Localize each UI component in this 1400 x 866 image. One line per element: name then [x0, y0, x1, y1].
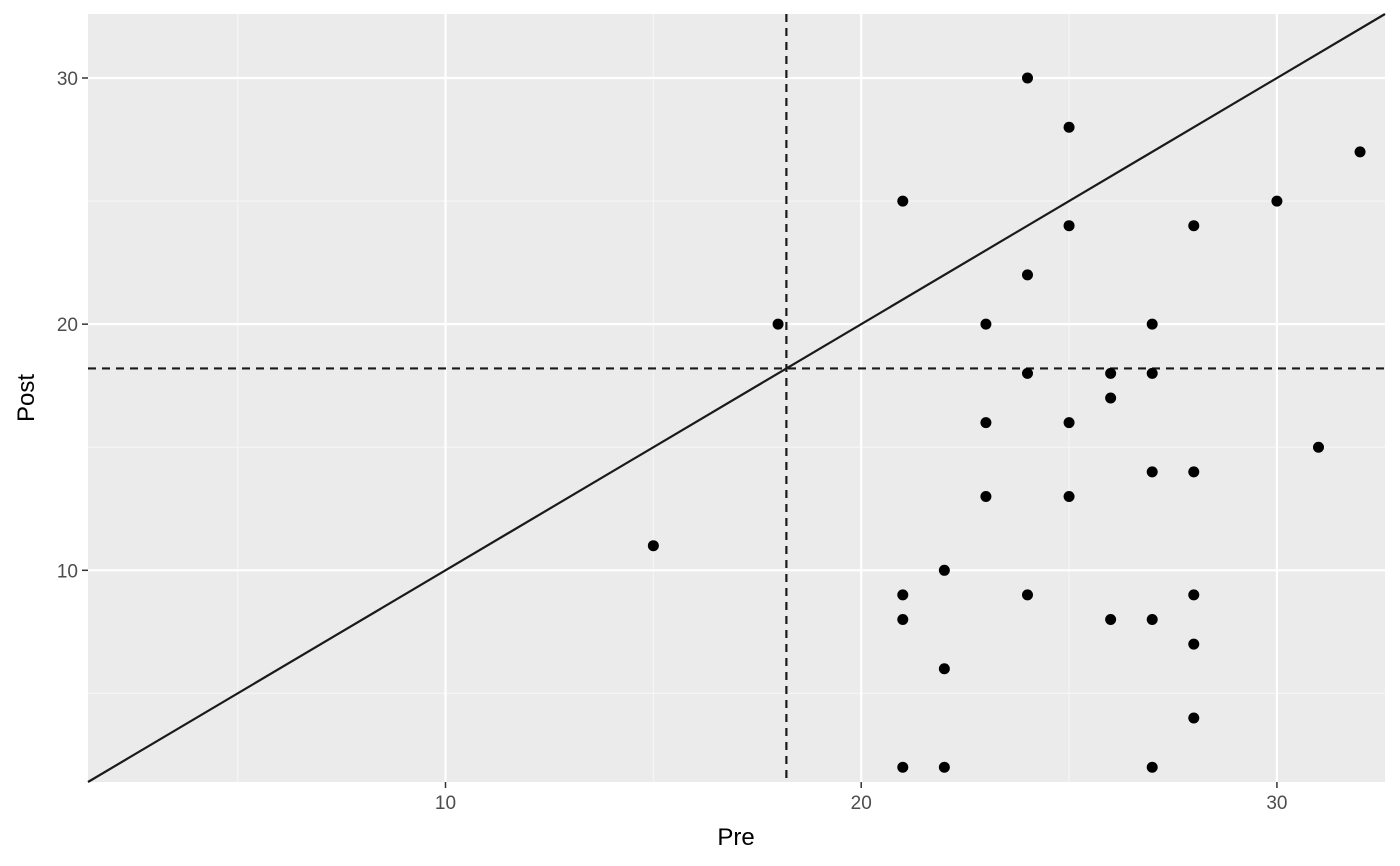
x-axis-ticks: 10 20 30 — [435, 782, 1287, 814]
data-point — [1146, 614, 1158, 626]
data-point — [980, 318, 992, 330]
data-point — [938, 564, 950, 576]
data-point — [1146, 761, 1158, 773]
data-point — [1105, 614, 1117, 626]
data-point — [938, 663, 950, 675]
data-point — [980, 490, 992, 502]
data-point — [938, 761, 950, 773]
data-point — [1188, 589, 1200, 601]
data-point — [1105, 392, 1117, 404]
data-point — [897, 761, 909, 773]
data-point — [1271, 195, 1283, 207]
y-tick-label: 30 — [57, 69, 78, 90]
data-points — [647, 72, 1366, 773]
x-tick-label: 20 — [851, 793, 872, 814]
data-point — [772, 318, 784, 330]
data-point — [1063, 490, 1075, 502]
identity-line — [87, 13, 1386, 783]
grid-major-lines — [88, 14, 1385, 782]
data-point — [1146, 466, 1158, 478]
data-point — [897, 589, 909, 601]
x-axis-title: Pre — [717, 824, 754, 851]
y-tick-label: 20 — [57, 315, 78, 336]
y-tick-label: 10 — [57, 561, 78, 582]
y-axis-title: Post — [13, 374, 40, 422]
data-point — [1354, 146, 1366, 158]
data-point — [897, 614, 909, 626]
data-point — [1188, 638, 1200, 650]
data-point — [980, 417, 992, 429]
data-point — [1146, 367, 1158, 379]
data-point — [647, 540, 659, 552]
data-point — [1105, 367, 1117, 379]
data-point — [1063, 220, 1075, 232]
x-tick-label: 10 — [435, 793, 456, 814]
data-point — [1188, 466, 1200, 478]
reference-lines — [87, 13, 1386, 783]
data-point — [1188, 220, 1200, 232]
data-point — [1312, 441, 1324, 453]
data-point — [1021, 367, 1033, 379]
data-point — [1063, 417, 1075, 429]
data-point — [1146, 318, 1158, 330]
data-point — [897, 195, 909, 207]
data-point — [1021, 269, 1033, 281]
data-point — [1188, 712, 1200, 724]
y-axis-ticks: 10 20 30 — [57, 69, 88, 582]
x-tick-label: 30 — [1266, 793, 1287, 814]
data-point — [1021, 589, 1033, 601]
data-point — [1021, 72, 1033, 84]
data-point — [1063, 121, 1075, 133]
grid-minor-lines — [88, 14, 1385, 782]
